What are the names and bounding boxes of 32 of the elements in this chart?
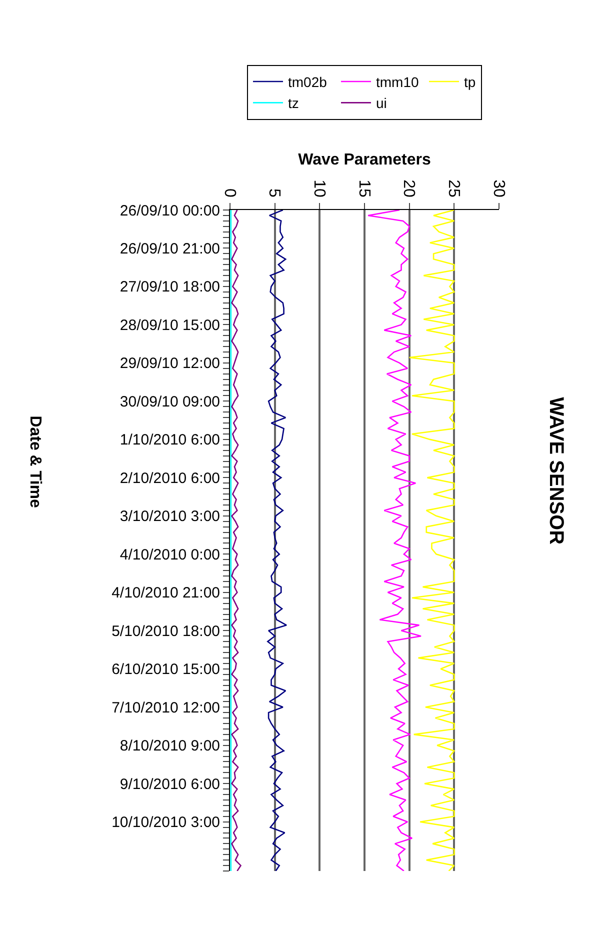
x-tick-label: 30 <box>490 180 507 198</box>
x-tick-label: 0 <box>220 188 238 198</box>
y-tick-label: 1/10/2010 6:00 <box>120 432 220 449</box>
y-tick-label: 6/10/2010 15:00 <box>112 661 220 678</box>
legend-label: tmm10 <box>376 74 419 90</box>
legend-label: tp <box>464 74 476 90</box>
y-tick-label: 5/10/2010 18:00 <box>112 622 220 640</box>
y-tick-label: 27/09/10 18:00 <box>120 278 220 296</box>
x-tick-label: 10 <box>310 180 328 198</box>
y-tick-label: 8/10/2010 9:00 <box>120 738 220 755</box>
y-tick-label: 28/09/10 15:00 <box>120 316 220 334</box>
y-tick-label: 10/10/2010 3:00 <box>112 814 220 832</box>
y-tick-label: 3/10/2010 3:00 <box>120 508 220 526</box>
x-tick-label: 15 <box>355 180 372 198</box>
y-tick-label: 26/09/10 21:00 <box>120 240 220 258</box>
y-tick-label: 4/10/2010 0:00 <box>120 546 220 564</box>
x-tick-label: 25 <box>444 180 462 198</box>
legend-label: ui <box>376 95 387 112</box>
y-axis-title: Date & Time <box>26 416 44 508</box>
y-tick-label: 2/10/2010 6:00 <box>120 470 220 487</box>
legend-label: tm02b <box>288 74 328 90</box>
y-tick-label: 7/10/2010 12:00 <box>112 699 220 716</box>
x-tick-label: 5 <box>266 188 283 198</box>
y-tick-label: 30/09/10 09:00 <box>120 393 220 410</box>
y-tick-label: 9/10/2010 6:00 <box>120 776 220 793</box>
x-axis-title: Wave Parameters <box>298 152 432 169</box>
text: WAVE SENSOR <box>545 397 568 546</box>
x-tick-label: 20 <box>400 180 418 198</box>
legend-label: tz <box>288 95 299 112</box>
y-tick-label: 4/10/2010 21:00 <box>112 584 220 602</box>
y-tick-label: 29/09/10 12:00 <box>120 355 220 372</box>
y-tick-label: 26/09/10 00:00 <box>120 202 220 220</box>
